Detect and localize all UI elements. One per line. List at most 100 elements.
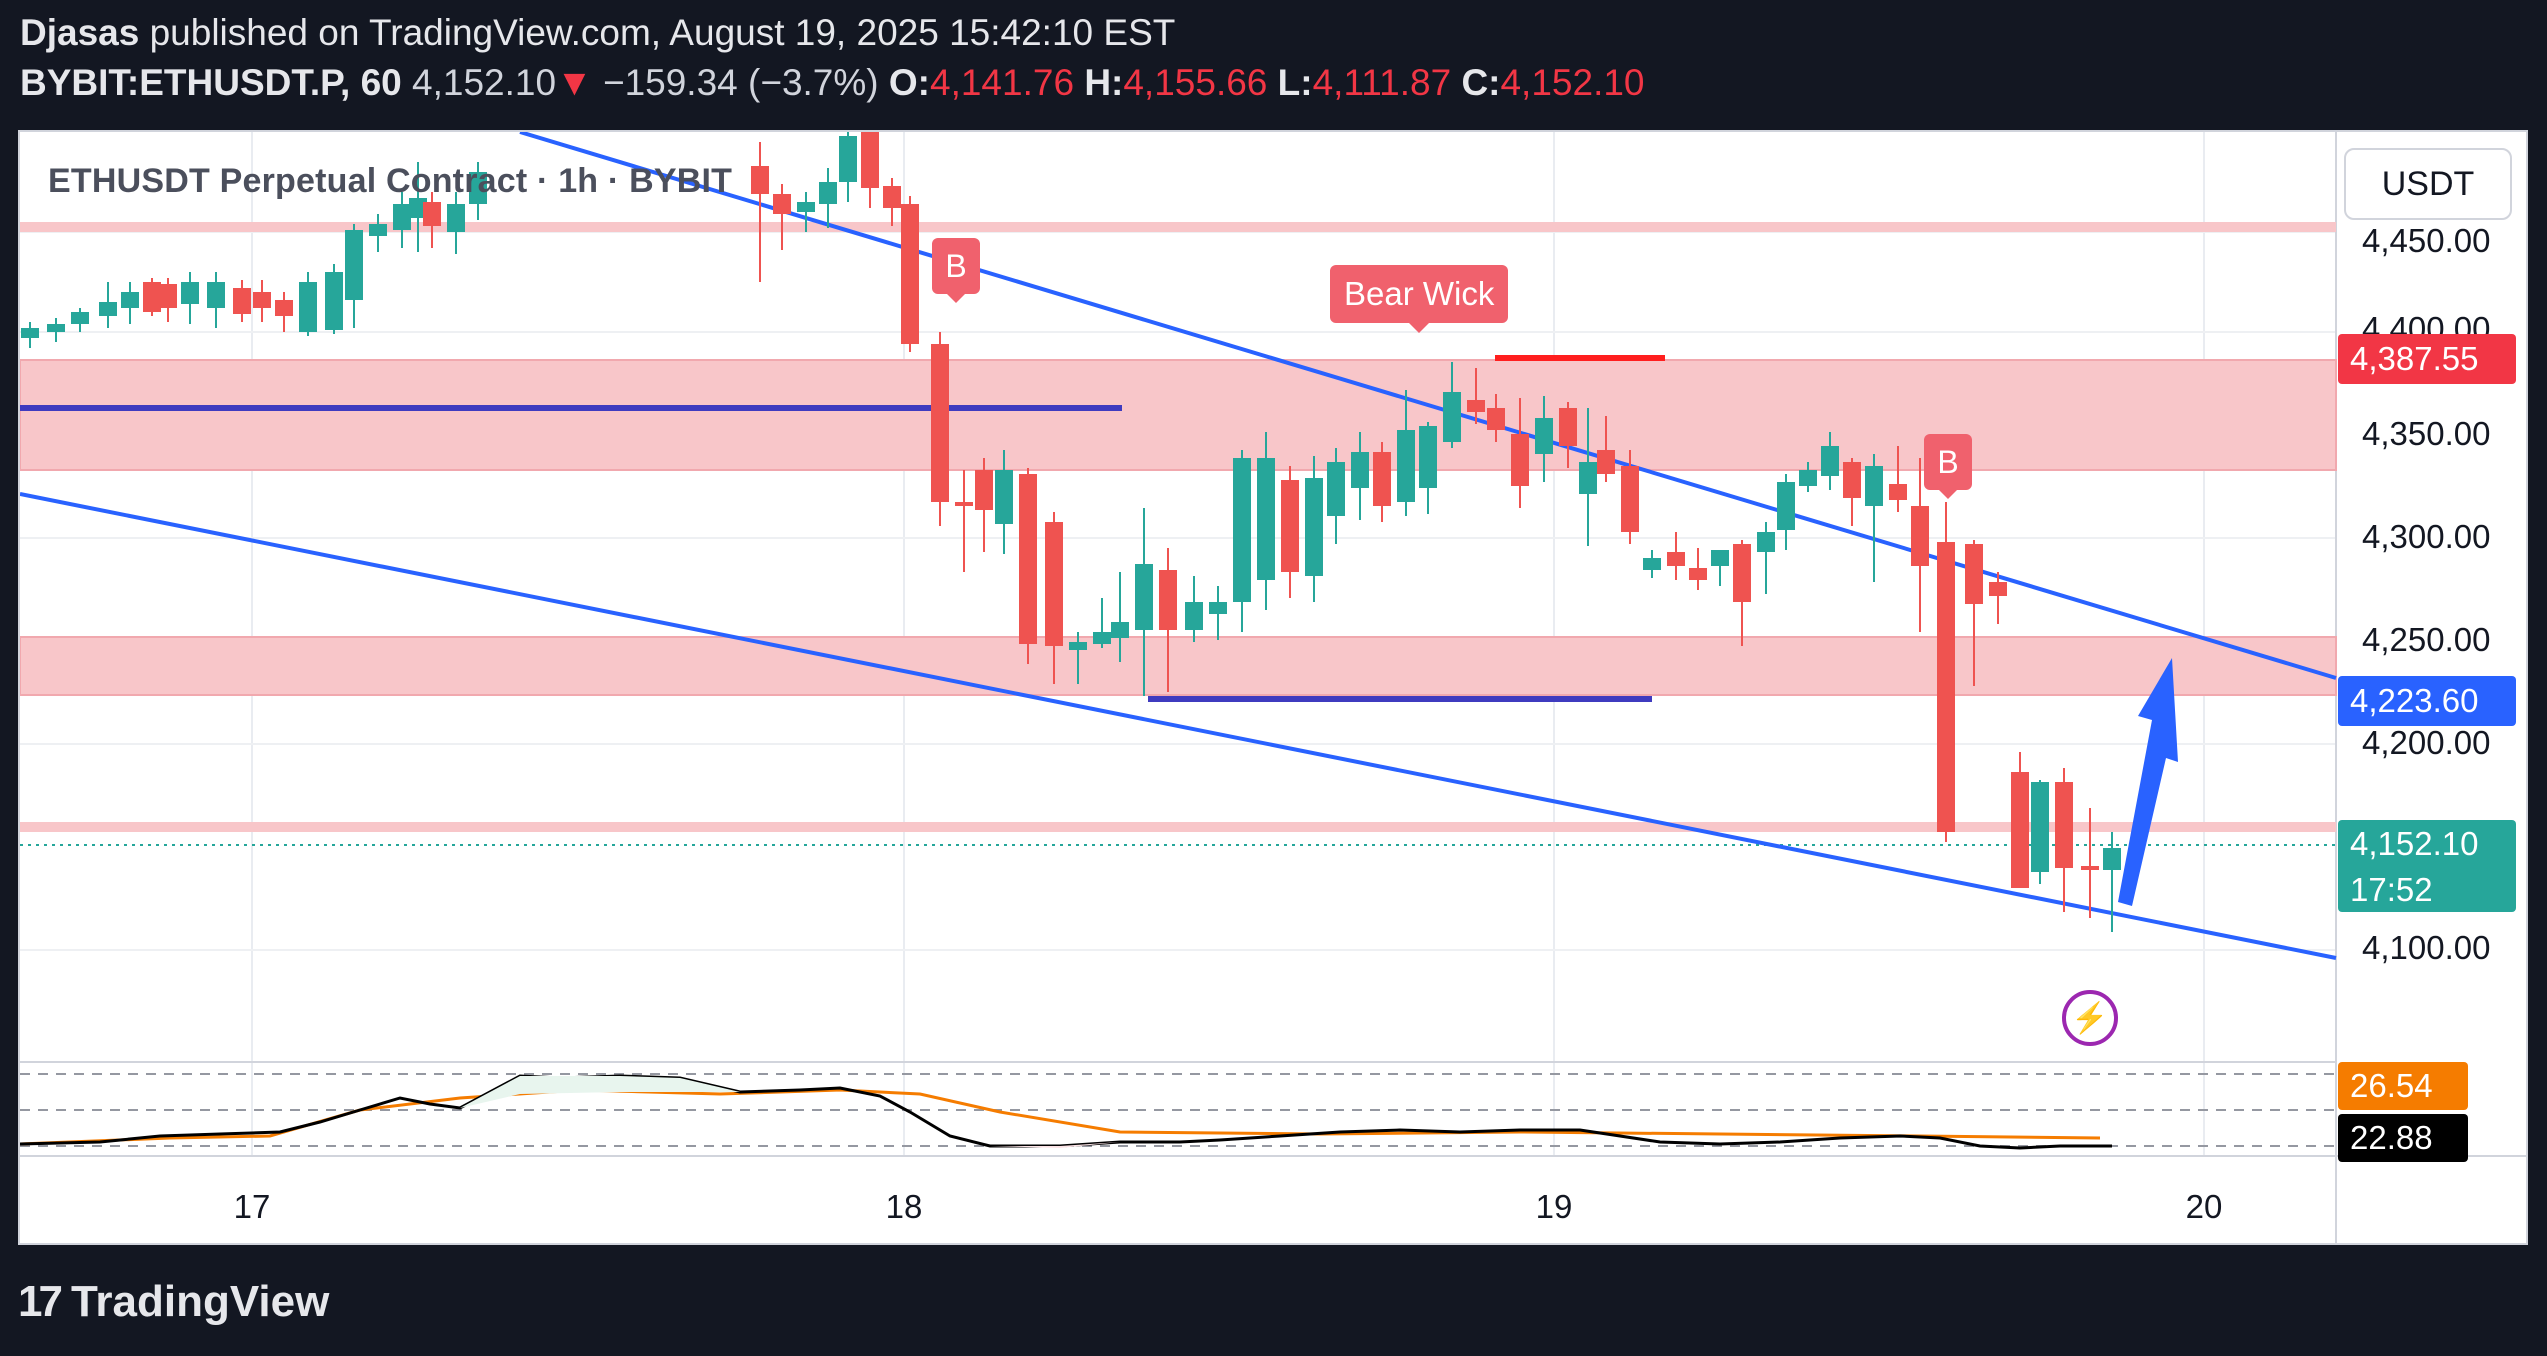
last-price: 4,152.10 <box>412 62 557 103</box>
candle-body <box>1757 532 1775 552</box>
candle-body <box>955 502 973 506</box>
candle-body <box>1257 458 1275 580</box>
tradingview-wordmark: TradingView <box>70 1277 330 1326</box>
candle-body <box>1965 544 1983 604</box>
candle-body <box>121 292 139 308</box>
candle-body <box>901 204 919 344</box>
candle-body <box>883 186 901 208</box>
demand-zone <box>20 822 2336 832</box>
resistance-zone <box>20 222 2336 232</box>
y-tick: 4,250.00 <box>2362 621 2491 658</box>
candle-body <box>325 272 343 330</box>
candle-body <box>2103 848 2121 870</box>
candle-body <box>299 282 317 332</box>
publish-header: Djasas published on TradingView.com, Aug… <box>20 12 1175 54</box>
bar-countdown: 17:52 <box>2338 868 2516 912</box>
low-label: L: <box>1277 62 1313 103</box>
x-tick: 20 <box>2185 1188 2223 1225</box>
candle-body <box>1733 544 1751 602</box>
author-name[interactable]: Djasas <box>20 12 140 53</box>
candle-body <box>99 302 117 316</box>
candle-body <box>1327 462 1345 516</box>
chart-frame[interactable]: ETHUSDT Perpetual Contract · 1h · BYBIT … <box>18 130 2528 1245</box>
candle-body <box>1093 632 1111 644</box>
candle-body <box>1843 462 1861 498</box>
candle-body <box>1159 570 1177 630</box>
bear-wick-label[interactable]: Bear Wick <box>1330 265 1509 333</box>
candle-body <box>1511 434 1529 486</box>
high-label: H: <box>1084 62 1124 103</box>
price-chart[interactable] <box>20 132 2526 1243</box>
close-value: 4,152.10 <box>1500 62 1645 103</box>
mid-zone <box>20 636 2337 696</box>
candle-body <box>773 194 791 214</box>
candle-body <box>1419 426 1437 488</box>
last-price-tag: 4,152.10 <box>2338 820 2516 868</box>
candle-body <box>1281 480 1299 572</box>
candle-body <box>409 198 427 218</box>
candle-body <box>1487 408 1505 430</box>
candle-body <box>1185 602 1203 630</box>
y-tick: 4,200.00 <box>2362 724 2491 761</box>
candle-body <box>1397 430 1415 502</box>
candle-body <box>1535 418 1553 454</box>
indicator-signal-tag: 26.54 <box>2338 1062 2468 1110</box>
candle-body <box>1865 466 1883 506</box>
candle-body <box>1045 522 1063 646</box>
x-tick: 17 <box>233 1188 271 1225</box>
candle-body <box>1305 478 1323 576</box>
indicator-line <box>20 1074 2112 1150</box>
candle-body <box>181 282 199 304</box>
candle-body <box>1937 542 1955 832</box>
candle-body <box>1989 582 2007 596</box>
y-tick: 4,100.00 <box>2362 929 2491 966</box>
candle-body <box>1597 450 1615 474</box>
candle-body <box>1467 400 1485 412</box>
candle-body <box>143 282 161 312</box>
candle-body <box>1579 462 1597 494</box>
candle-body <box>21 328 39 338</box>
supply-zone <box>20 359 2337 471</box>
b-marker[interactable]: B <box>932 238 980 303</box>
y-tick: 4,300.00 <box>2362 518 2491 555</box>
chart-title: ETHUSDT Perpetual Contract · 1h · BYBIT <box>48 162 733 200</box>
candle-body <box>207 282 225 308</box>
close-label: C: <box>1461 62 1501 103</box>
candle-body <box>159 284 177 308</box>
candle-body <box>1643 558 1661 570</box>
y-tick: 4,350.00 <box>2362 415 2491 452</box>
trendline-price-tag: 4,223.60 <box>2338 676 2516 726</box>
candle-body <box>995 470 1013 524</box>
low-value: 4,111.87 <box>1312 62 1452 103</box>
candle-body <box>345 230 363 300</box>
candle-body <box>1559 408 1577 446</box>
up-arrow-annotation <box>2118 658 2178 906</box>
candle-body <box>1351 452 1369 488</box>
published-text: published on TradingView.com, August 19,… <box>149 12 1176 53</box>
b-marker[interactable]: B <box>1924 434 1972 499</box>
indicator-overbought-fill <box>460 1076 740 1108</box>
lightning-icon[interactable]: ⚡ <box>2062 990 2118 1046</box>
candle-body <box>2055 782 2073 868</box>
candle-body <box>1821 446 1839 476</box>
resistance-price-tag: 4,387.55 <box>2338 334 2516 384</box>
candle-body <box>71 312 89 324</box>
candle-body <box>861 132 879 188</box>
tradingview-logo: 17 TradingView <box>18 1277 329 1327</box>
candle-body <box>1069 642 1087 650</box>
candle-body <box>47 324 65 332</box>
candle-body <box>1443 392 1461 442</box>
lower-trendline <box>20 492 2337 960</box>
candle-body <box>423 202 441 226</box>
candle-body <box>469 172 487 204</box>
indicator-value-tag: 22.88 <box>2338 1114 2468 1162</box>
candle-body <box>1689 568 1707 580</box>
candle-body <box>975 470 993 510</box>
y-tick: 4,450.00 <box>2362 222 2491 259</box>
candle-body <box>2081 866 2099 870</box>
currency-selector[interactable]: USDT <box>2344 148 2512 220</box>
candle-body <box>253 292 271 308</box>
candle-body <box>233 288 251 314</box>
down-arrow-icon: ▼ <box>556 62 593 103</box>
candle-body <box>1667 552 1685 566</box>
